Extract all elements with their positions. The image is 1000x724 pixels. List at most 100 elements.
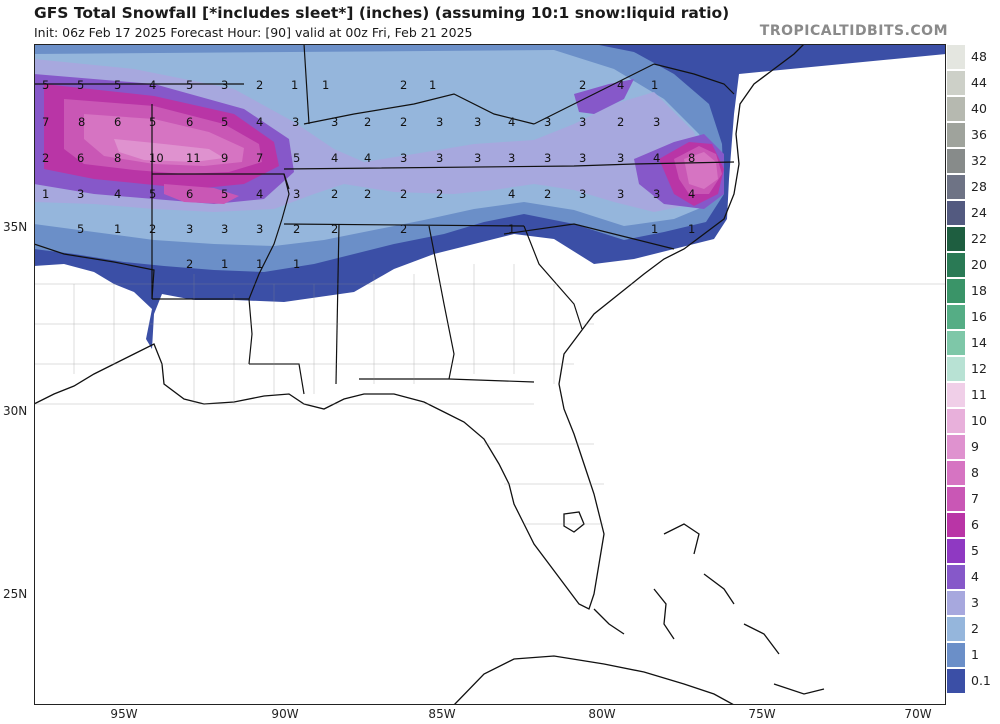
point-value-label: 5 xyxy=(293,151,300,165)
point-value-label: 5 xyxy=(221,115,228,129)
point-value-label: 6 xyxy=(186,115,193,129)
legend-swatch xyxy=(946,200,966,226)
site-watermark: TROPICALTIDBITS.COM xyxy=(759,23,948,39)
legend-swatch xyxy=(946,434,966,460)
point-value-label: 8 xyxy=(114,151,121,165)
point-value-label: 1 xyxy=(256,257,263,271)
lon-label-95w: 95W xyxy=(110,707,138,721)
legend-label: 8 xyxy=(971,465,979,480)
point-value-label: 11 xyxy=(186,151,201,165)
legend-swatch xyxy=(946,226,966,252)
legend-label: 12 xyxy=(971,361,987,376)
map-title: GFS Total Snowfall [*includes sleet*] (i… xyxy=(34,4,730,22)
point-value-label: 2 xyxy=(331,222,338,236)
point-value-label: 3 xyxy=(508,151,515,165)
legend-label: 14 xyxy=(971,335,987,350)
legend-swatch xyxy=(946,70,966,96)
legend-label: 28 xyxy=(971,179,987,194)
legend-swatch xyxy=(946,148,966,174)
border-nc-sc xyxy=(503,223,675,250)
map-frame xyxy=(34,44,946,705)
point-value-label: 1 xyxy=(651,78,658,92)
border-va-md xyxy=(653,63,735,95)
legend-swatch xyxy=(946,486,966,512)
legend-label: 11 xyxy=(971,387,987,402)
point-value-label: 2 xyxy=(149,222,156,236)
legend-label: 40 xyxy=(971,101,987,116)
point-value-label: 5 xyxy=(77,222,84,236)
lat-label-30n: 30N xyxy=(3,404,28,418)
point-value-label: 4 xyxy=(114,187,121,201)
border-ok-tx xyxy=(34,243,155,300)
legend-label: 36 xyxy=(971,127,987,142)
bahamas-3 xyxy=(703,573,735,605)
point-value-label: 3 xyxy=(221,222,228,236)
border-tn-south xyxy=(283,223,525,227)
point-value-label: 3 xyxy=(186,222,193,236)
point-value-label: 5 xyxy=(221,187,228,201)
point-value-label: 4 xyxy=(256,115,263,129)
point-value-label: 3 xyxy=(436,151,443,165)
point-value-label: 4 xyxy=(508,187,515,201)
point-value-label: 1 xyxy=(688,222,695,236)
legend-label: 9 xyxy=(971,439,979,454)
snow-band-4-wv xyxy=(574,79,634,114)
point-value-label: 6 xyxy=(186,187,193,201)
point-value-label: 3 xyxy=(579,187,586,201)
point-value-label: 3 xyxy=(293,187,300,201)
legend-swatch xyxy=(946,642,966,668)
point-value-label: 2 xyxy=(400,187,407,201)
point-value-label: 4 xyxy=(688,187,695,201)
lon-label-75w: 75W xyxy=(748,707,776,721)
legend-swatch xyxy=(946,616,966,642)
point-value-label: 3 xyxy=(579,151,586,165)
bahamas-2 xyxy=(653,588,675,640)
border-wv-va xyxy=(533,63,655,125)
cuba-coast xyxy=(453,655,735,705)
legend-label: 20 xyxy=(971,257,987,272)
point-value-label: 2 xyxy=(579,78,586,92)
legend-swatch xyxy=(946,304,966,330)
point-value-label: 5 xyxy=(114,78,121,92)
point-value-labels: 5 5 5 4 5 3 2 1 1 2 1 2 4 17 8 6 5 6 5 4 3 3 2 2 3 3 4 3 3 2 32 6 8 10 11 9… xyxy=(42,78,695,271)
legend-swatch xyxy=(946,460,966,486)
legend-swatch xyxy=(946,408,966,434)
bahamas-1 xyxy=(663,523,700,555)
point-value-label: 3 xyxy=(77,187,84,201)
legend-swatch xyxy=(946,538,966,564)
legend-swatch xyxy=(946,252,966,278)
border-ky-north xyxy=(303,93,535,125)
point-value-label: 2 xyxy=(400,115,407,129)
point-value-label: 7 xyxy=(42,115,49,129)
bahamas-5 xyxy=(773,683,825,695)
point-value-label: 8 xyxy=(78,115,85,129)
point-value-label: 3 xyxy=(292,115,299,129)
point-value-label: 1 xyxy=(114,222,121,236)
point-value-label: 4 xyxy=(617,78,624,92)
point-value-label: 3 xyxy=(617,187,624,201)
legend-label: 22 xyxy=(971,231,987,246)
point-value-label: 3 xyxy=(579,115,586,129)
lat-label-35n: 35N xyxy=(3,220,28,234)
point-value-label: 4 xyxy=(256,187,263,201)
point-value-label: 3 xyxy=(544,115,551,129)
snow-band-8-east xyxy=(684,152,718,189)
point-value-label: 3 xyxy=(544,151,551,165)
point-value-label: 3 xyxy=(653,187,660,201)
point-value-label: 1 xyxy=(42,187,49,201)
point-value-label: 5 xyxy=(77,78,84,92)
point-value-label: 1 xyxy=(429,78,436,92)
point-value-label: 9 xyxy=(221,151,228,165)
point-value-label: 3 xyxy=(221,78,228,92)
border-al-ga xyxy=(428,225,455,380)
point-value-label: 8 xyxy=(688,151,695,165)
gulf-coast xyxy=(34,44,805,610)
point-value-label: 2 xyxy=(364,187,371,201)
legend-label: 0.1 xyxy=(971,673,991,688)
border-ms-river xyxy=(248,173,290,365)
point-value-label: 2 xyxy=(400,78,407,92)
point-value-label: 1 xyxy=(291,78,298,92)
legend-label: 6 xyxy=(971,517,979,532)
lon-label-80w: 80W xyxy=(588,707,616,721)
point-value-label: 2 xyxy=(364,115,371,129)
